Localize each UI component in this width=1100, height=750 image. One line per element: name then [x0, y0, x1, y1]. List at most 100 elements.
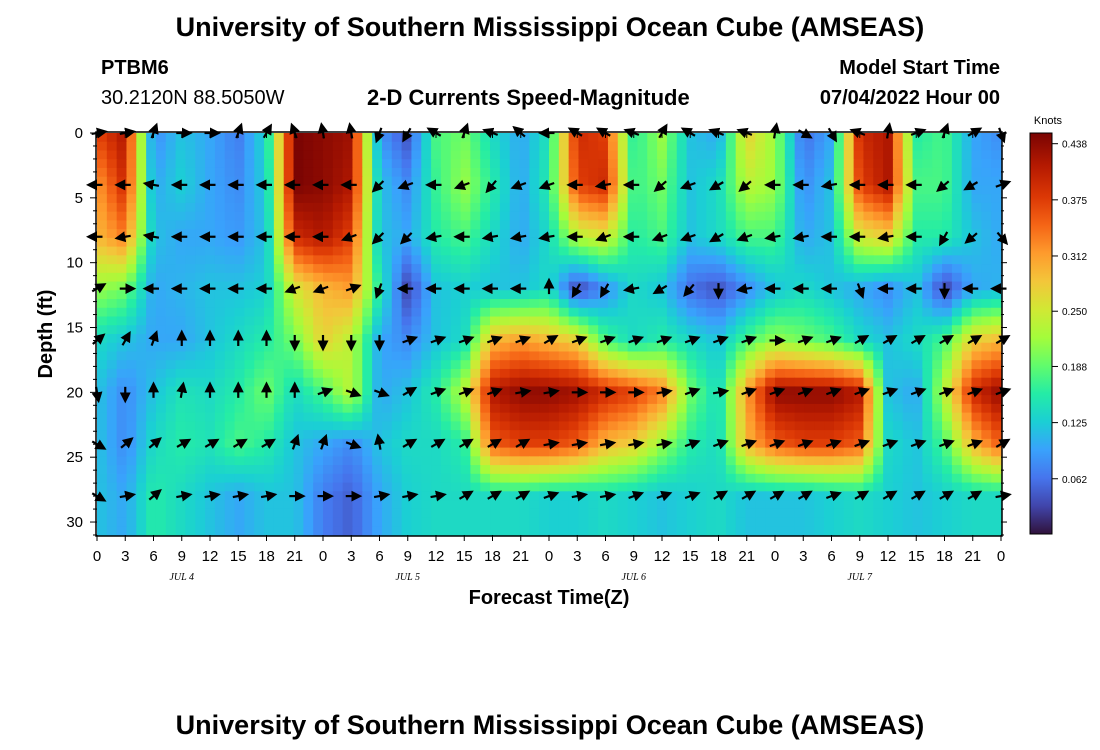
heatmap-cell	[578, 403, 589, 414]
heatmap-cell	[725, 377, 737, 388]
heatmap-cell	[411, 325, 422, 335]
heatmap-cell	[951, 255, 963, 265]
heatmap-cell	[155, 255, 167, 265]
heatmap-cell	[961, 202, 973, 213]
heatmap-cell	[106, 325, 118, 335]
heatmap-cell	[509, 360, 521, 370]
heatmap-cell	[97, 325, 108, 335]
heatmap-cell	[549, 500, 560, 510]
heatmap-cell	[784, 229, 796, 239]
heatmap-cell	[666, 438, 678, 449]
heatmap-cell	[824, 141, 835, 152]
heatmap-cell	[411, 150, 422, 160]
heatmap-cell	[598, 517, 609, 527]
heatmap-cell	[146, 482, 157, 492]
heatmap-cell	[175, 368, 187, 379]
heatmap-cell	[264, 351, 275, 361]
heatmap-cell	[499, 255, 511, 265]
heatmap-cell	[991, 133, 1002, 143]
heatmap-cell	[155, 202, 167, 213]
heatmap-cell	[440, 465, 452, 475]
heatmap-cell	[647, 299, 658, 309]
heatmap-cell	[519, 307, 530, 318]
heatmap-cell	[824, 194, 835, 204]
heatmap-cell	[155, 246, 167, 256]
heatmap-cell	[323, 351, 334, 361]
heatmap-cell	[155, 500, 167, 510]
heatmap-cell	[509, 290, 521, 300]
heatmap-cell	[794, 500, 806, 510]
heatmap-cell	[784, 185, 796, 195]
heatmap-cell	[539, 368, 550, 379]
heatmap-cell	[696, 342, 707, 353]
heatmap-cell	[794, 237, 806, 248]
heatmap-cell	[725, 211, 737, 221]
heatmap-cell	[509, 351, 521, 361]
heatmap-cell	[372, 482, 383, 492]
heatmap-cell	[971, 430, 982, 440]
current-arrow	[713, 490, 729, 501]
heatmap-cell	[323, 141, 334, 152]
heatmap-cell	[97, 500, 108, 510]
heatmap-cell	[657, 368, 668, 379]
heatmap-cell	[853, 473, 865, 484]
heatmap-cell	[588, 473, 599, 484]
x-tick-label: 6	[601, 548, 609, 565]
heatmap-cell	[519, 482, 530, 492]
heatmap-cell	[814, 185, 825, 195]
heatmap-cell	[892, 430, 904, 440]
heatmap-cell	[273, 237, 285, 248]
heatmap-cell	[539, 325, 550, 335]
heatmap-cell	[735, 176, 747, 187]
heatmap-cell	[332, 508, 344, 519]
heatmap-cell	[431, 395, 442, 405]
heatmap-cell	[912, 377, 923, 388]
heatmap-cell	[214, 386, 226, 396]
heatmap-cell	[126, 133, 137, 143]
heatmap-cell	[657, 167, 668, 178]
heatmap-cell	[362, 185, 373, 195]
colorbar-scale	[1029, 132, 1053, 535]
heatmap-cell	[558, 229, 570, 239]
heatmap-cell	[883, 325, 894, 335]
heatmap-cell	[784, 447, 796, 457]
heatmap-cell	[332, 473, 344, 484]
heatmap-cell	[951, 491, 963, 501]
heatmap-cell	[401, 307, 413, 318]
heatmap-cell	[175, 211, 187, 221]
heatmap-cell	[146, 473, 157, 484]
heatmap-cell	[765, 526, 776, 536]
heatmap-cell	[136, 456, 147, 466]
heatmap-cell	[961, 176, 973, 187]
heatmap-cell	[126, 220, 137, 230]
heatmap-cell	[529, 167, 540, 178]
heatmap-cell	[549, 325, 560, 335]
heatmap-cell	[578, 290, 589, 300]
heatmap-cell	[362, 465, 373, 475]
heatmap-cell	[686, 368, 697, 379]
heatmap-cell	[155, 517, 167, 527]
heatmap-cell	[440, 386, 452, 396]
heatmap-cell	[539, 508, 550, 519]
heatmap-cell	[873, 281, 884, 291]
heatmap-cell	[431, 167, 442, 178]
heatmap-cell	[97, 264, 108, 274]
heatmap-cell	[716, 421, 727, 431]
heatmap-cell	[381, 325, 393, 335]
heatmap-cell	[165, 159, 177, 169]
heatmap-cell	[97, 246, 108, 256]
heatmap-cell	[273, 403, 285, 414]
heatmap-cell	[136, 133, 147, 143]
heatmap-cell	[598, 185, 609, 195]
heatmap-cell	[264, 167, 275, 178]
heatmap-cell	[706, 351, 717, 361]
current-arrow	[741, 490, 757, 501]
heatmap-cell	[657, 342, 668, 353]
heatmap-cell	[549, 351, 560, 361]
heatmap-cell	[725, 456, 737, 466]
heatmap-cell	[686, 159, 697, 169]
heatmap-cell	[450, 491, 462, 501]
heatmap-cell	[106, 176, 118, 187]
heatmap-cell	[666, 150, 678, 160]
